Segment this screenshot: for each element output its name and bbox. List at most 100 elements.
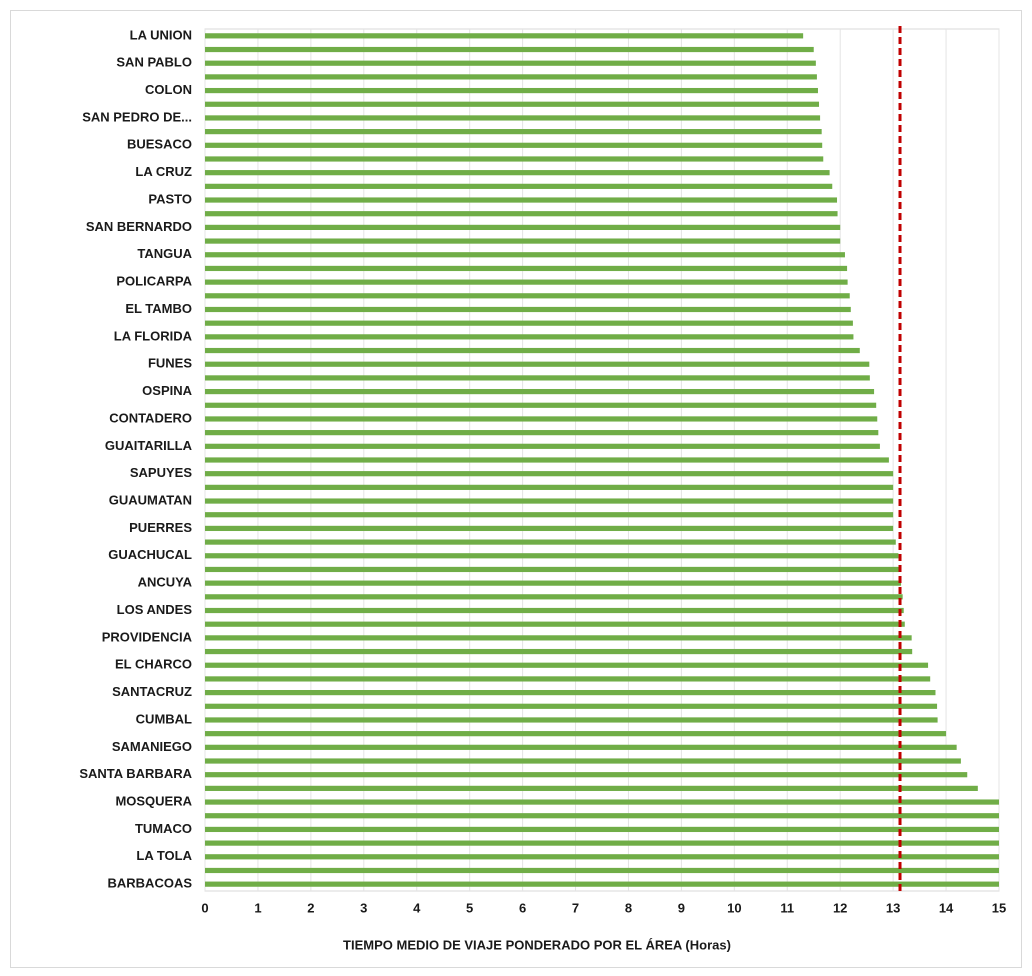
bar [205,156,824,162]
bar [205,101,820,107]
bar [205,758,961,764]
bar [205,607,904,614]
bar [205,799,999,805]
bar [205,46,814,53]
bar [205,211,838,217]
bar [205,334,854,340]
bar [205,662,929,668]
bar [205,347,860,354]
y-tick-label: ANCUYA [138,575,193,590]
y-tick-label: TANGUA [137,246,192,261]
y-tick-label: SANTACRUZ [112,684,192,699]
y-tick-label: PUERRES [129,520,192,535]
bar [205,33,804,39]
bar [205,676,931,682]
bar [205,525,894,532]
y-tick-label: CONTADERO [109,410,192,425]
y-tick-label: GUAUMATAN [109,492,192,507]
bar [205,813,999,819]
bar [205,826,999,833]
x-tick-label: 9 [678,900,685,915]
x-axis-title: TIEMPO MEDIO DE VIAJE PONDERADO POR EL Á… [343,937,731,952]
y-tick-label: SAMANIEGO [112,739,192,754]
y-tick-label: LA UNION [130,27,192,42]
bar [205,703,938,709]
bar [205,115,821,121]
bar [205,731,947,737]
x-tick-label: 1 [254,900,261,915]
y-tick-label: LA CRUZ [135,164,192,179]
bar [205,580,902,586]
y-tick-label: MOSQUERA [115,794,192,809]
bar [205,416,878,422]
y-tick-label: OSPINA [142,383,192,398]
x-tick-label: 7 [572,900,579,915]
bar [205,717,938,723]
bar [205,881,999,887]
bar [205,512,894,518]
y-tick-label: SAN PABLO [116,55,192,70]
x-tick-label: 2 [307,900,314,915]
y-tick-label: GUACHUCAL [108,547,192,562]
bar [205,388,875,395]
x-tick-label: 14 [939,900,954,915]
x-tick-label: 5 [466,900,473,915]
x-tick-label: 3 [360,900,367,915]
y-tick-label: LA FLORIDA [114,328,193,343]
bar [205,87,818,94]
bar [205,690,936,696]
y-tick-label: EL TAMBO [125,301,192,316]
bar [205,430,879,436]
y-tick-label: SAN PEDRO DE... [82,109,192,124]
bar [205,320,853,326]
x-tick-label: 4 [413,900,421,915]
bar [205,197,838,203]
x-tick-label: 15 [992,900,1006,915]
bar [205,867,999,874]
bar [205,402,877,408]
bar [205,443,880,449]
bar [205,170,830,176]
bar [205,840,999,846]
bar [205,183,833,189]
y-tick-label: EL CHARCO [115,657,192,672]
x-tick-label: 6 [519,900,526,915]
y-tick-label: COLON [145,82,192,97]
bar [205,457,889,463]
bar [205,471,894,477]
bar [205,252,845,258]
bar [205,484,894,490]
bar [205,142,823,148]
bar [205,635,912,641]
bar [205,539,896,545]
bar [205,648,913,655]
y-tick-label: LA TOLA [136,848,192,863]
y-tick-label: PROVIDENCIA [102,629,193,644]
bar [205,129,822,135]
y-tick-label: SAPUYES [130,465,192,480]
x-tick-label: 0 [201,900,208,915]
bar [205,498,894,504]
bar [205,224,841,230]
bar [205,265,848,272]
bar [205,594,903,600]
bar [205,854,999,860]
y-tick-label: POLICARPA [116,274,192,289]
bar [205,772,968,778]
x-tick-label: 8 [625,900,632,915]
x-tick-label: 10 [727,900,741,915]
bar [205,306,851,313]
bar [205,553,899,559]
bar [205,361,870,367]
x-tick-label: 12 [833,900,847,915]
y-tick-label: CUMBAL [136,711,192,726]
y-tick-label: PASTO [148,191,192,206]
x-tick-label: 11 [780,900,794,915]
y-tick-label: BUESACO [127,137,192,152]
bar [205,375,870,381]
x-tick-label: 13 [886,900,900,915]
bar [205,238,841,244]
bar [205,293,850,299]
